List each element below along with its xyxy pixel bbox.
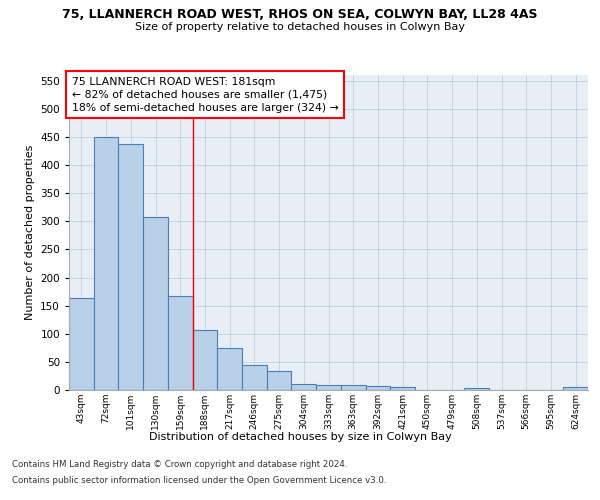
Text: Contains HM Land Registry data © Crown copyright and database right 2024.: Contains HM Land Registry data © Crown c… bbox=[12, 460, 347, 469]
Bar bbox=[390, 387, 415, 390]
Bar bbox=[94, 137, 118, 390]
Bar bbox=[365, 386, 390, 390]
Y-axis label: Number of detached properties: Number of detached properties bbox=[25, 145, 35, 320]
Bar bbox=[168, 296, 193, 390]
Bar bbox=[563, 387, 588, 390]
Bar bbox=[341, 385, 365, 390]
Bar bbox=[69, 298, 94, 390]
Bar bbox=[292, 384, 316, 390]
Text: Contains public sector information licensed under the Open Government Licence v3: Contains public sector information licen… bbox=[12, 476, 386, 485]
Text: 75, LLANNERCH ROAD WEST, RHOS ON SEA, COLWYN BAY, LL28 4AS: 75, LLANNERCH ROAD WEST, RHOS ON SEA, CO… bbox=[62, 8, 538, 20]
Bar bbox=[217, 348, 242, 390]
Bar bbox=[242, 364, 267, 390]
Bar bbox=[316, 385, 341, 390]
Bar bbox=[193, 330, 217, 390]
Text: Size of property relative to detached houses in Colwyn Bay: Size of property relative to detached ho… bbox=[135, 22, 465, 32]
Bar bbox=[118, 144, 143, 390]
Bar bbox=[267, 372, 292, 390]
Text: 75 LLANNERCH ROAD WEST: 181sqm
← 82% of detached houses are smaller (1,475)
18% : 75 LLANNERCH ROAD WEST: 181sqm ← 82% of … bbox=[71, 76, 338, 113]
Text: Distribution of detached houses by size in Colwyn Bay: Distribution of detached houses by size … bbox=[149, 432, 451, 442]
Bar bbox=[464, 388, 489, 390]
Bar bbox=[143, 218, 168, 390]
